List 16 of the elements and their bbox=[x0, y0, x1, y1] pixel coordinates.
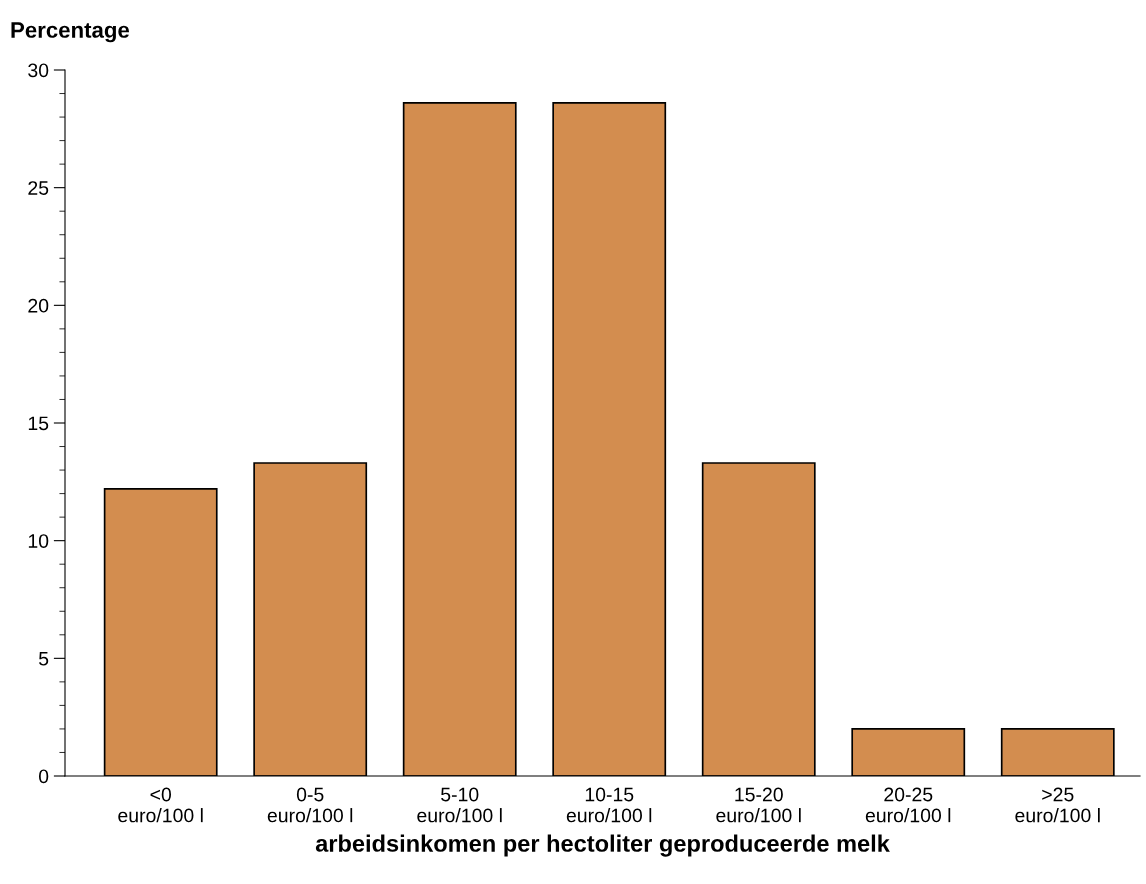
x-tick-label: >25 euro/100 l bbox=[1015, 787, 1100, 823]
x-tick-label: 0-5 euro/100 l bbox=[267, 787, 353, 823]
y-tick-label: 5 bbox=[38, 652, 49, 666]
y-tick-label: 0 bbox=[38, 769, 49, 784]
y-tick-label: 30 bbox=[28, 63, 49, 78]
y-tick-label: 10 bbox=[28, 534, 49, 548]
x-tick-label: 20-25 euro/100 l bbox=[865, 787, 951, 823]
y-tick-label: 25 bbox=[28, 181, 49, 195]
x-tick-label: 15-20 euro/100 l bbox=[716, 787, 801, 823]
y-tick-label: 20 bbox=[28, 298, 49, 313]
x-axis-title: arbeidsinkomen per hectoliter geproduceerde melk bbox=[315, 834, 890, 857]
y-tick-label: 15 bbox=[28, 416, 49, 431]
y-axis-title: Percentage bbox=[11, 22, 130, 43]
x-tick-label: 5-10 euro/100 l bbox=[417, 787, 502, 823]
x-tick-label: 10-15 euro/100 l bbox=[566, 787, 652, 823]
x-tick-label: <0 euro/100 l bbox=[118, 787, 203, 823]
